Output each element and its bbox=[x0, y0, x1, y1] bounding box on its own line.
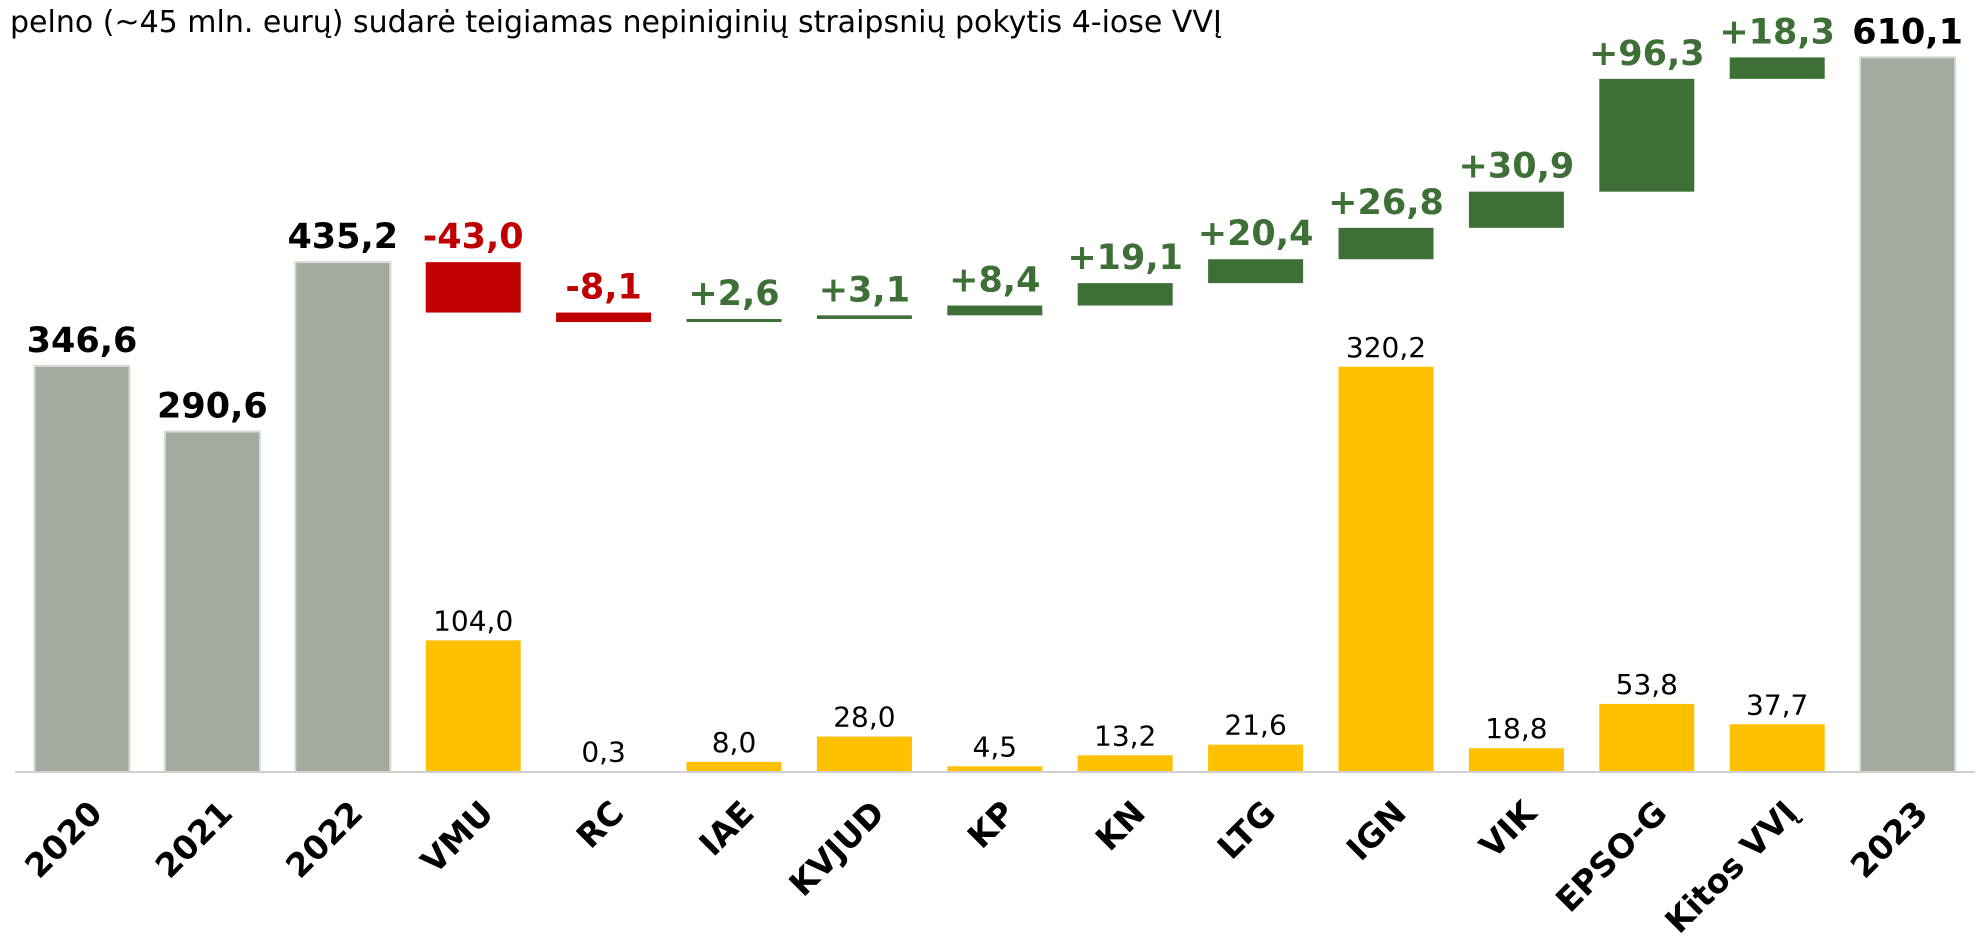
secondary-bar bbox=[1338, 366, 1434, 772]
secondary-bar bbox=[1729, 724, 1825, 772]
x-tick-label: VMU bbox=[413, 793, 501, 881]
value-label: +96,3 bbox=[1589, 34, 1705, 74]
value-label: +19,1 bbox=[1067, 238, 1183, 278]
secondary-bar bbox=[947, 766, 1043, 772]
x-tick-label: KN bbox=[1088, 793, 1153, 858]
bar bbox=[686, 318, 782, 323]
value-label: +18,3 bbox=[1719, 12, 1835, 52]
x-tick-label: 2020 bbox=[17, 793, 110, 886]
value-label: +3,1 bbox=[819, 270, 910, 310]
secondary-bar bbox=[425, 640, 521, 772]
secondary-value-label: 0,3 bbox=[581, 736, 626, 769]
x-tick-label: Kitos VVĮ bbox=[1657, 793, 1805, 938]
secondary-value-label: 8,0 bbox=[712, 726, 757, 759]
bar bbox=[816, 315, 912, 319]
x-tick-label: VIK bbox=[1472, 792, 1545, 865]
value-label: 435,2 bbox=[287, 217, 398, 257]
bar bbox=[1468, 191, 1564, 228]
bar bbox=[1729, 57, 1825, 79]
bar bbox=[947, 305, 1043, 316]
secondary-value-label: 28,0 bbox=[833, 701, 895, 734]
value-label: +30,9 bbox=[1459, 147, 1575, 187]
x-tick-label: KVJUD bbox=[781, 793, 892, 904]
bar bbox=[425, 262, 521, 313]
value-label: +20,4 bbox=[1198, 214, 1314, 254]
value-label: 290,6 bbox=[157, 387, 268, 427]
secondary-value-label: 13,2 bbox=[1094, 719, 1156, 752]
x-tick-label: 2022 bbox=[278, 793, 371, 886]
secondary-value-label: 21,6 bbox=[1224, 709, 1286, 742]
secondary-bar bbox=[1599, 703, 1695, 772]
value-label: +26,8 bbox=[1328, 183, 1444, 223]
bar bbox=[1208, 259, 1304, 284]
bar bbox=[1859, 56, 1957, 774]
bar bbox=[1599, 78, 1695, 192]
x-tick-label: 2021 bbox=[148, 793, 241, 886]
x-tick-label: KP bbox=[960, 793, 1023, 856]
bar bbox=[1338, 227, 1434, 260]
secondary-bar bbox=[1468, 748, 1564, 772]
value-label: 346,6 bbox=[27, 321, 138, 361]
value-label: +8,4 bbox=[949, 261, 1040, 301]
bar bbox=[294, 261, 392, 773]
secondary-bar bbox=[686, 761, 782, 772]
chart-title: pelno (~45 mln. eurų) sudarė teigiamas n… bbox=[10, 5, 1222, 40]
secondary-bar bbox=[816, 736, 912, 772]
x-tick-label: EPSO-G bbox=[1548, 793, 1675, 920]
secondary-bar bbox=[1208, 744, 1304, 772]
secondary-value-label: 37,7 bbox=[1746, 688, 1808, 721]
x-tick-label: 2023 bbox=[1843, 793, 1936, 886]
x-tick-label: LTG bbox=[1210, 793, 1284, 867]
secondary-value-label: 4,5 bbox=[973, 730, 1018, 763]
secondary-bar bbox=[1077, 755, 1173, 772]
x-tick-label: RC bbox=[569, 793, 632, 856]
bar bbox=[163, 430, 261, 773]
secondary-value-label: 104,0 bbox=[433, 604, 513, 637]
x-tick-label: IGN bbox=[1339, 793, 1414, 868]
x-tick-label: IAE bbox=[691, 793, 761, 863]
value-label: 610,1 bbox=[1852, 12, 1963, 52]
secondary-value-label: 53,8 bbox=[1616, 668, 1678, 701]
bar bbox=[1077, 283, 1173, 306]
value-label: +2,6 bbox=[688, 274, 779, 314]
value-label: -8,1 bbox=[565, 268, 642, 308]
bar bbox=[33, 364, 131, 773]
secondary-value-label: 18,8 bbox=[1485, 712, 1547, 745]
secondary-value-label: 320,2 bbox=[1346, 331, 1426, 364]
value-label: -43,0 bbox=[423, 217, 524, 257]
bar bbox=[556, 312, 652, 323]
